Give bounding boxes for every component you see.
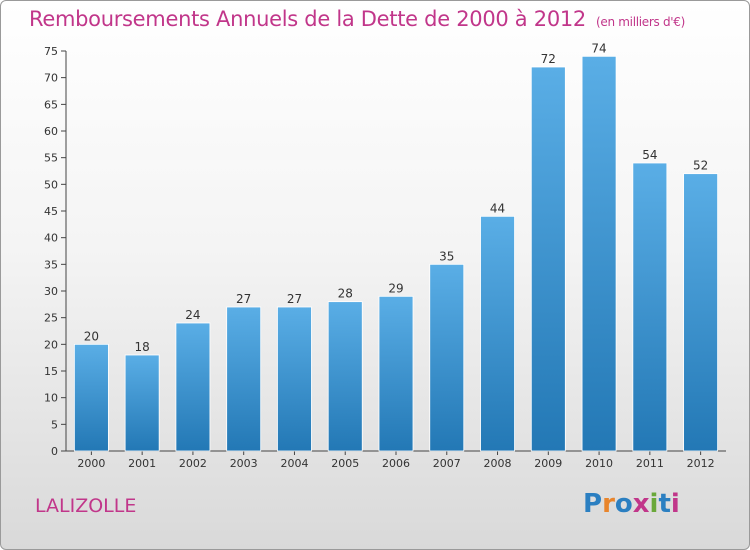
y-tick-label: 25 (44, 312, 58, 325)
y-tick-label: 40 (44, 232, 58, 245)
bar-2000 (73, 343, 109, 452)
x-tick-label-2005: 2005 (331, 457, 359, 470)
data-label-2001: 18 (135, 340, 150, 354)
y-tick-label: 60 (44, 125, 58, 138)
bar-2001 (124, 354, 160, 452)
x-tick-label-2001: 2001 (128, 457, 156, 470)
y-tick-label: 0 (51, 445, 58, 458)
data-label-2007: 35 (439, 249, 454, 263)
commune-name: LALIZOLLE (35, 495, 137, 517)
y-tick-label: 70 (44, 72, 58, 85)
y-tick-label: 55 (44, 152, 58, 165)
bar-2008 (480, 215, 515, 452)
unit-label: (en milliers d'€) (596, 15, 686, 29)
data-label-2003: 27 (236, 292, 251, 306)
x-tick-label-2002: 2002 (179, 457, 207, 470)
bar-2010 (581, 55, 617, 452)
x-tick-label-2008: 2008 (484, 457, 512, 470)
title-text: Remboursements Annuels de la Dette de 20… (29, 7, 586, 31)
data-label-2002: 24 (185, 308, 200, 322)
data-label-2012: 52 (693, 159, 708, 173)
data-labels: 20 18 24 27 27 28 29 35 44 72 74 54 52 (84, 41, 709, 354)
logo-letter: i (649, 489, 659, 519)
data-label-2000: 20 (84, 329, 99, 343)
bar-2004 (277, 306, 312, 452)
x-tick-label-2004: 2004 (280, 457, 308, 470)
logo-letter: r (602, 489, 615, 519)
bar-2005 (327, 301, 363, 452)
bar-2006 (378, 295, 414, 452)
x-tick-label-2006: 2006 (382, 457, 410, 470)
y-tick-label: 75 (44, 45, 58, 58)
y-tick-label: 45 (44, 205, 58, 218)
logo-letter: P (583, 489, 603, 519)
x-tick-label-2003: 2003 (230, 457, 258, 470)
x-tick-label-2012: 2012 (687, 457, 715, 470)
y-tick-label: 65 (44, 98, 58, 111)
x-tick-label-2010: 2010 (585, 457, 613, 470)
x-tick-label-2000: 2000 (77, 457, 105, 470)
data-label-2011: 54 (642, 148, 657, 162)
data-label-2006: 29 (388, 281, 403, 295)
data-label-2005: 28 (338, 287, 353, 301)
logo-letter: t (658, 489, 671, 519)
bar-2011 (632, 162, 668, 452)
x-tick-label-2011: 2011 (636, 457, 664, 470)
bars (73, 55, 719, 452)
data-label-2010: 74 (591, 41, 606, 55)
y-tick-label: 5 (51, 418, 58, 431)
y-tick-label: 35 (44, 258, 58, 271)
logo-letter: o (614, 489, 633, 519)
data-label-2004: 27 (287, 292, 302, 306)
y-tick-label: 20 (44, 338, 58, 351)
bar-2003 (226, 306, 262, 452)
bar-2007 (429, 263, 465, 452)
y-tick-label: 10 (44, 392, 58, 405)
data-label-2008: 44 (490, 201, 505, 215)
x-tick-label-2009: 2009 (534, 457, 562, 470)
logo-letter: x (632, 489, 650, 519)
y-tick-label: 15 (44, 365, 58, 378)
bar-2012 (683, 173, 719, 452)
bar-2002 (175, 322, 211, 452)
bar-2009 (530, 66, 566, 452)
data-label-2009: 72 (541, 52, 556, 66)
y-tick-label: 30 (44, 285, 58, 298)
y-tick-label: 50 (44, 178, 58, 191)
axes: 0 5 10 15 20 25 30 35 40 45 50 55 60 65 70 75 2000 2001 20… (44, 45, 726, 470)
chart-title: Remboursements Annuels de la Dette de 20… (29, 7, 685, 31)
logo-letter: i (670, 489, 680, 519)
x-tick-label-2007: 2007 (433, 457, 461, 470)
proxiti-logo: Proxiti (583, 489, 680, 519)
